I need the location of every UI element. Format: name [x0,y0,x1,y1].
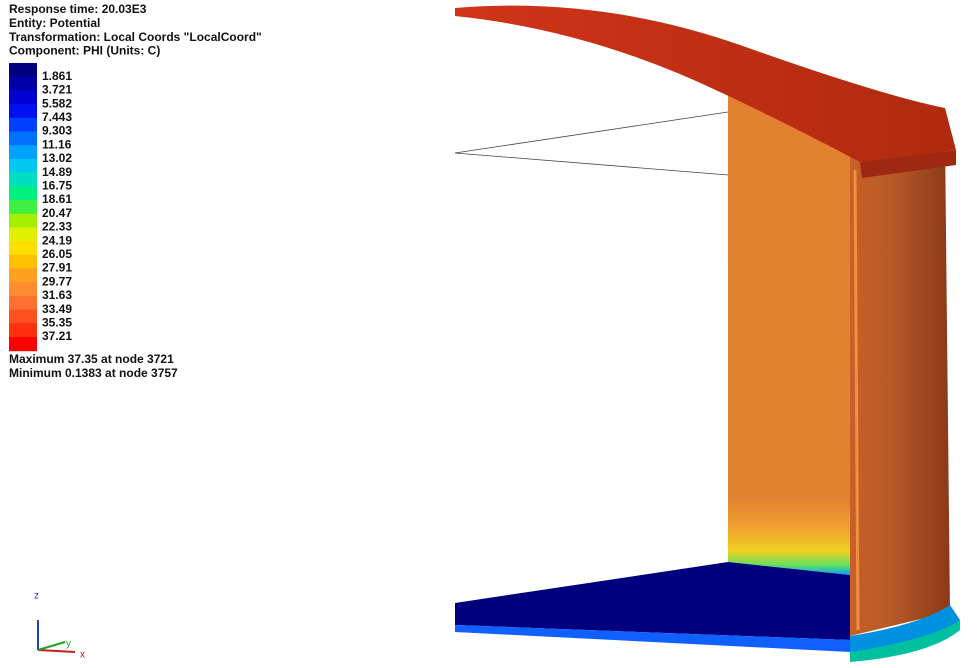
legend-label: 35.35 [42,315,72,329]
header-line: Response time: 20.03E3 [9,2,147,16]
legend-label: 27.91 [42,261,72,275]
legend-swatch [9,227,37,242]
legend-label: 26.05 [42,247,72,261]
legend-swatch [9,241,37,256]
legend-label: 22.33 [42,220,72,234]
legend-swatch [9,268,37,283]
legend-swatch [9,213,37,228]
z-label: z [34,591,39,602]
y-label: y [66,639,71,650]
top-plate [455,5,956,163]
legend-swatch [9,282,37,297]
x-label: x [80,650,85,661]
legend-label: 13.02 [42,151,72,165]
legend: 1.8613.7215.5827.4439.30311.1613.0214.89… [9,63,72,352]
top-plate-rim [860,150,956,178]
legend-label: 14.89 [42,165,72,179]
legend-label: 20.47 [42,206,72,220]
legend-swatch [9,172,37,187]
summary-line: Maximum 37.35 at node 3721 [9,352,174,366]
legend-swatch [9,131,37,146]
legend-label: 16.75 [42,178,72,192]
edge-line [454,152,729,176]
y-axis [37,641,66,651]
base [455,562,850,640]
wall-face [728,95,850,575]
legend-swatch [9,145,37,160]
base-rim [850,605,960,660]
legend-label: 29.77 [42,274,72,288]
legend-label: 9.303 [42,124,72,138]
legend-swatch [9,76,37,91]
header-line: Entity: Potential [9,16,100,30]
legend-label: 24.19 [42,233,72,247]
legend-label: 3.721 [42,83,72,97]
legend-swatch [9,337,37,352]
legend-label: 33.49 [42,302,72,316]
legend-swatch [9,186,37,201]
legend-label: 31.63 [42,288,72,302]
legend-swatch [9,254,37,269]
legend-label: 18.61 [42,192,72,206]
legend-swatch [9,158,37,174]
legend-label: 5.582 [42,96,72,110]
legend-swatch [9,117,37,132]
legend-label: 37.21 [42,329,72,343]
summary-line: Minimum 0.1383 at node 3757 [9,366,178,380]
legend-swatch [9,323,37,338]
edge-line [454,111,729,154]
x-axis [37,649,76,653]
legend-swatch [9,200,37,215]
column-edge [853,169,860,631]
header-line: Component: PHI (Units: C) [9,44,160,58]
legend-swatch [9,90,37,105]
legend-swatch [9,309,37,324]
model [454,5,960,662]
column [850,138,950,636]
legend-label: 7.443 [42,110,72,124]
legend-label: 11.16 [42,137,72,151]
legend-swatch [9,104,37,119]
legend-swatch [9,295,37,311]
axis-triad: z y x [34,591,85,661]
legend-label: 1.861 [42,69,72,83]
base-rim-edge [850,620,960,662]
header-line: Transformation: Local Coords "LocalCoord… [9,30,262,44]
base-edge [455,625,850,652]
legend-swatch [9,63,37,78]
